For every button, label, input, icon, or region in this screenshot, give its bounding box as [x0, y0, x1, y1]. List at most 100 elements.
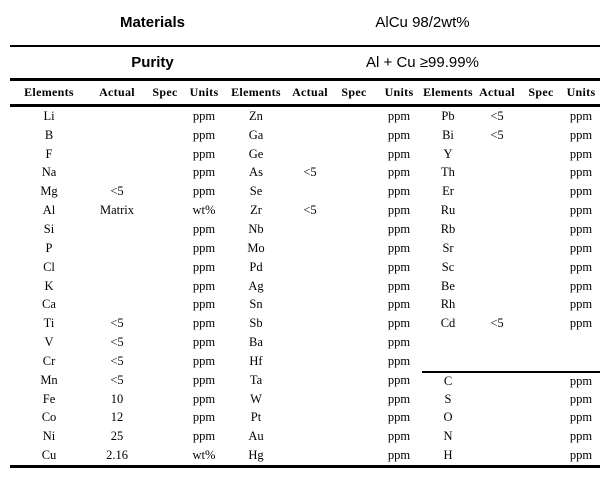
element-cell: C: [422, 370, 474, 390]
units-cell: ppm: [387, 221, 411, 236]
actual-cell: [88, 258, 146, 277]
actual-cell: [88, 145, 146, 164]
units-cell: ppm: [387, 429, 411, 444]
units-cell: ppm: [192, 127, 216, 142]
element-cell: Be: [441, 278, 455, 293]
actual-column-header: Actual: [99, 85, 135, 99]
element-cell: O: [443, 410, 453, 425]
spec-cell: [146, 126, 184, 145]
element-cell: Rh: [440, 297, 456, 312]
units-cell: ppm: [569, 108, 593, 123]
spec-cell: [520, 314, 562, 333]
element-cell: Cu: [41, 448, 57, 463]
units-cell: ppm: [192, 278, 216, 293]
element-cell: Ag: [248, 278, 264, 293]
actual-cell: 12: [110, 410, 124, 425]
units-cell: ppm: [569, 146, 593, 161]
rule-under-materials: [10, 45, 600, 47]
element-cell: Ti: [43, 316, 55, 331]
element-cell: Si: [43, 221, 55, 236]
units-cell: ppm: [387, 146, 411, 161]
actual-cell: [474, 258, 520, 277]
units-cell: ppm: [192, 372, 216, 387]
units-cell: ppm: [387, 335, 411, 350]
actual-cell: <5: [303, 165, 317, 180]
actual-cell: [288, 126, 332, 145]
actual-cell: <5: [110, 353, 124, 368]
element-cell: Hg: [248, 448, 264, 463]
spec-cell: [332, 258, 376, 277]
element-cell: Fe: [42, 391, 56, 406]
element-cell: Ge: [248, 146, 264, 161]
actual-cell: [474, 333, 520, 352]
actual-cell: [288, 333, 332, 352]
table-row: Si ppm Nb ppm Rb ppm: [10, 220, 600, 239]
element-cell: W: [250, 391, 262, 406]
spec-cell: [520, 352, 562, 371]
actual-cell: [88, 277, 146, 296]
table-row: Al Matrix wt% Zr <5 ppm Ru ppm: [10, 201, 600, 220]
units-cell: ppm: [569, 127, 593, 142]
spec-cell: [332, 390, 376, 409]
units-cell: ppm: [569, 429, 593, 444]
actual-cell: [288, 314, 332, 333]
spec-cell: [146, 258, 184, 277]
units-cell: ppm: [192, 297, 216, 312]
actual-cell: [474, 201, 520, 220]
spec-cell: [146, 371, 184, 390]
units-cell: ppm: [192, 165, 216, 180]
actual-cell: <5: [490, 108, 504, 123]
units-cell: ppm: [562, 370, 600, 390]
units-cell: ppm: [192, 391, 216, 406]
actual-cell: [474, 239, 520, 258]
materials-value: AlCu 98/2wt%: [375, 14, 470, 31]
units-cell: ppm: [387, 165, 411, 180]
purity-value: Al + Cu ≥99.99%: [366, 54, 479, 71]
datasheet-content: Materials AlCu 98/2wt% Purity Al + Cu ≥9…: [10, 0, 600, 469]
element-cell: Mg: [40, 184, 58, 199]
actual-cell: [288, 409, 332, 428]
actual-cell: [474, 145, 520, 164]
actual-cell: 10: [110, 391, 124, 406]
purity-row: Purity Al + Cu ≥99.99%: [10, 47, 600, 78]
units-cell: [562, 352, 600, 371]
materials-row: Materials AlCu 98/2wt%: [10, 0, 600, 45]
spec-cell: [520, 107, 562, 126]
element-cell: Mo: [247, 240, 265, 255]
spec-cell: [146, 409, 184, 428]
actual-cell: [88, 107, 146, 126]
units-cell: ppm: [387, 372, 411, 387]
spec-cell: [520, 126, 562, 145]
element-cell: Co: [41, 410, 57, 425]
units-cell: ppm: [387, 448, 411, 463]
spec-cell: [520, 295, 562, 314]
spec-cell: [332, 164, 376, 183]
actual-cell: [88, 164, 146, 183]
actual-cell: [288, 258, 332, 277]
spec-cell: [520, 390, 562, 409]
element-cell: Nb: [248, 221, 264, 236]
element-cell: Sn: [249, 297, 263, 312]
spec-cell: [520, 277, 562, 296]
actual-cell: [474, 446, 520, 465]
units-column-header: Units: [189, 85, 219, 99]
actual-cell: [288, 427, 332, 446]
element-cell: Ba: [249, 335, 263, 350]
element-cell: Rb: [440, 221, 456, 236]
units-cell: ppm: [192, 146, 216, 161]
element-cell: [422, 333, 474, 352]
spec-cell: [146, 314, 184, 333]
spec-cell: [146, 182, 184, 201]
element-cell: N: [443, 429, 453, 444]
actual-cell: 2.16: [106, 448, 128, 463]
spec-cell: [146, 107, 184, 126]
spec-cell: [146, 390, 184, 409]
units-cell: ppm: [569, 316, 593, 331]
spec-cell: [332, 333, 376, 352]
spec-cell: [332, 277, 376, 296]
units-cell: ppm: [387, 184, 411, 199]
